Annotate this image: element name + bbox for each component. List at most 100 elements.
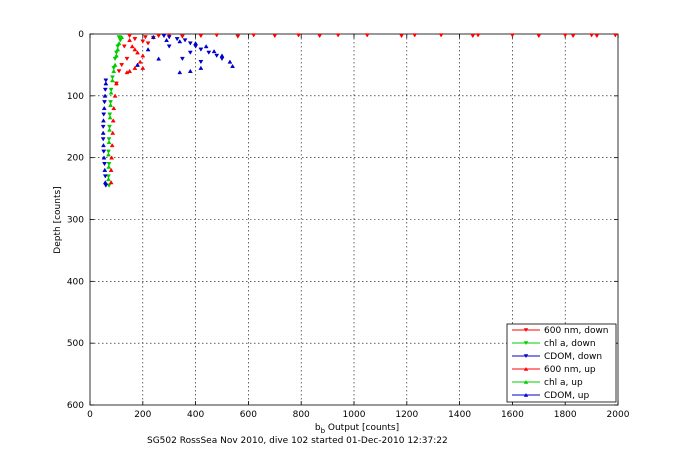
data-point	[203, 44, 209, 49]
data-point	[106, 177, 111, 182]
data-point	[100, 124, 106, 130]
data-point	[101, 112, 107, 117]
data-point	[113, 81, 119, 86]
data-point	[594, 34, 600, 39]
x-tick-label: 400	[187, 410, 204, 420]
x-axis: 0 200 400 600 800 1000 1200 1400 1600 1800 2000	[87, 34, 630, 420]
data-point	[102, 174, 108, 179]
data-point	[166, 35, 172, 40]
data-point	[107, 112, 113, 117]
data-point	[116, 69, 122, 74]
legend-label: chl a, down	[544, 339, 596, 349]
data-point	[102, 87, 108, 92]
data-point	[296, 33, 301, 38]
data-point	[206, 50, 212, 55]
data-point	[272, 34, 278, 39]
data-point	[470, 34, 476, 39]
data-point	[612, 33, 618, 38]
data-point	[364, 33, 370, 38]
y-tick-label: 400	[67, 277, 84, 287]
data-point	[108, 90, 114, 95]
data-point	[102, 167, 108, 172]
data-point	[589, 33, 595, 38]
data-point	[475, 33, 481, 38]
data-point	[109, 143, 115, 148]
data-point	[102, 180, 108, 185]
data-point	[140, 65, 146, 70]
data-point	[129, 44, 135, 49]
data-point	[119, 63, 125, 68]
legend-label: 600 nm, down	[544, 326, 609, 336]
legend-marker	[523, 328, 529, 332]
data-point	[132, 47, 138, 52]
data-point	[187, 50, 193, 55]
x-tick-label: 800	[293, 410, 310, 420]
data-point	[145, 41, 151, 46]
data-point	[143, 35, 148, 40]
legend-marker	[523, 380, 529, 384]
data-point	[145, 47, 151, 52]
data-point	[101, 143, 106, 148]
data-point	[108, 167, 114, 172]
data-point	[119, 34, 125, 39]
data-point	[177, 39, 183, 44]
data-point	[102, 93, 108, 98]
data-point	[177, 70, 183, 75]
data-point	[161, 34, 167, 39]
data-point	[335, 33, 341, 38]
x-tick-label: 600	[240, 410, 257, 420]
data-point	[140, 53, 146, 58]
data-point	[109, 155, 115, 160]
data-point	[150, 34, 156, 39]
data-point	[121, 44, 127, 49]
legend-marker	[523, 354, 529, 358]
data-point	[124, 56, 130, 62]
legend-label: chl a, up	[544, 378, 583, 388]
data-point	[412, 33, 418, 38]
data-point	[174, 37, 180, 42]
data-point	[127, 34, 133, 39]
data-point	[179, 34, 185, 39]
series-600-nm-down	[113, 33, 618, 86]
data-point	[235, 34, 241, 39]
data-point	[108, 180, 114, 185]
x-tick-label: 1600	[501, 410, 524, 420]
data-point	[101, 155, 107, 160]
data-point	[103, 183, 109, 188]
data-point	[399, 34, 404, 39]
y-tick-label: 100	[67, 92, 84, 102]
data-point	[107, 115, 113, 120]
data-point	[100, 130, 106, 135]
data-point	[124, 70, 130, 75]
data-point	[108, 87, 114, 92]
data-point	[214, 33, 220, 38]
y-tick-label: 300	[67, 216, 84, 226]
legend: 600 nm, down chl a, down CDOM, down 600 nm,…	[506, 323, 617, 403]
data-point	[166, 44, 172, 49]
data-point	[156, 56, 162, 61]
data-point	[509, 33, 515, 38]
data-point	[317, 34, 323, 39]
data-point	[107, 127, 112, 132]
data-point	[211, 49, 217, 54]
data-point	[135, 50, 140, 55]
data-point	[198, 65, 204, 70]
x-tick-label: 1800	[554, 410, 577, 420]
data-point	[110, 75, 115, 80]
data-point	[562, 33, 568, 38]
data-point	[193, 44, 199, 49]
data-point	[103, 78, 109, 83]
data-point	[112, 93, 118, 98]
data-point	[111, 105, 117, 111]
data-point	[102, 100, 107, 105]
series-chl-a-down	[106, 35, 123, 188]
x-tick-label: 1400	[448, 410, 471, 420]
y-tick-label: 200	[67, 154, 84, 164]
data-point	[227, 59, 233, 64]
data-point	[230, 63, 235, 69]
legend-box	[506, 323, 617, 403]
data-marks	[100, 33, 618, 188]
data-point	[106, 162, 112, 167]
data-point	[132, 65, 138, 70]
